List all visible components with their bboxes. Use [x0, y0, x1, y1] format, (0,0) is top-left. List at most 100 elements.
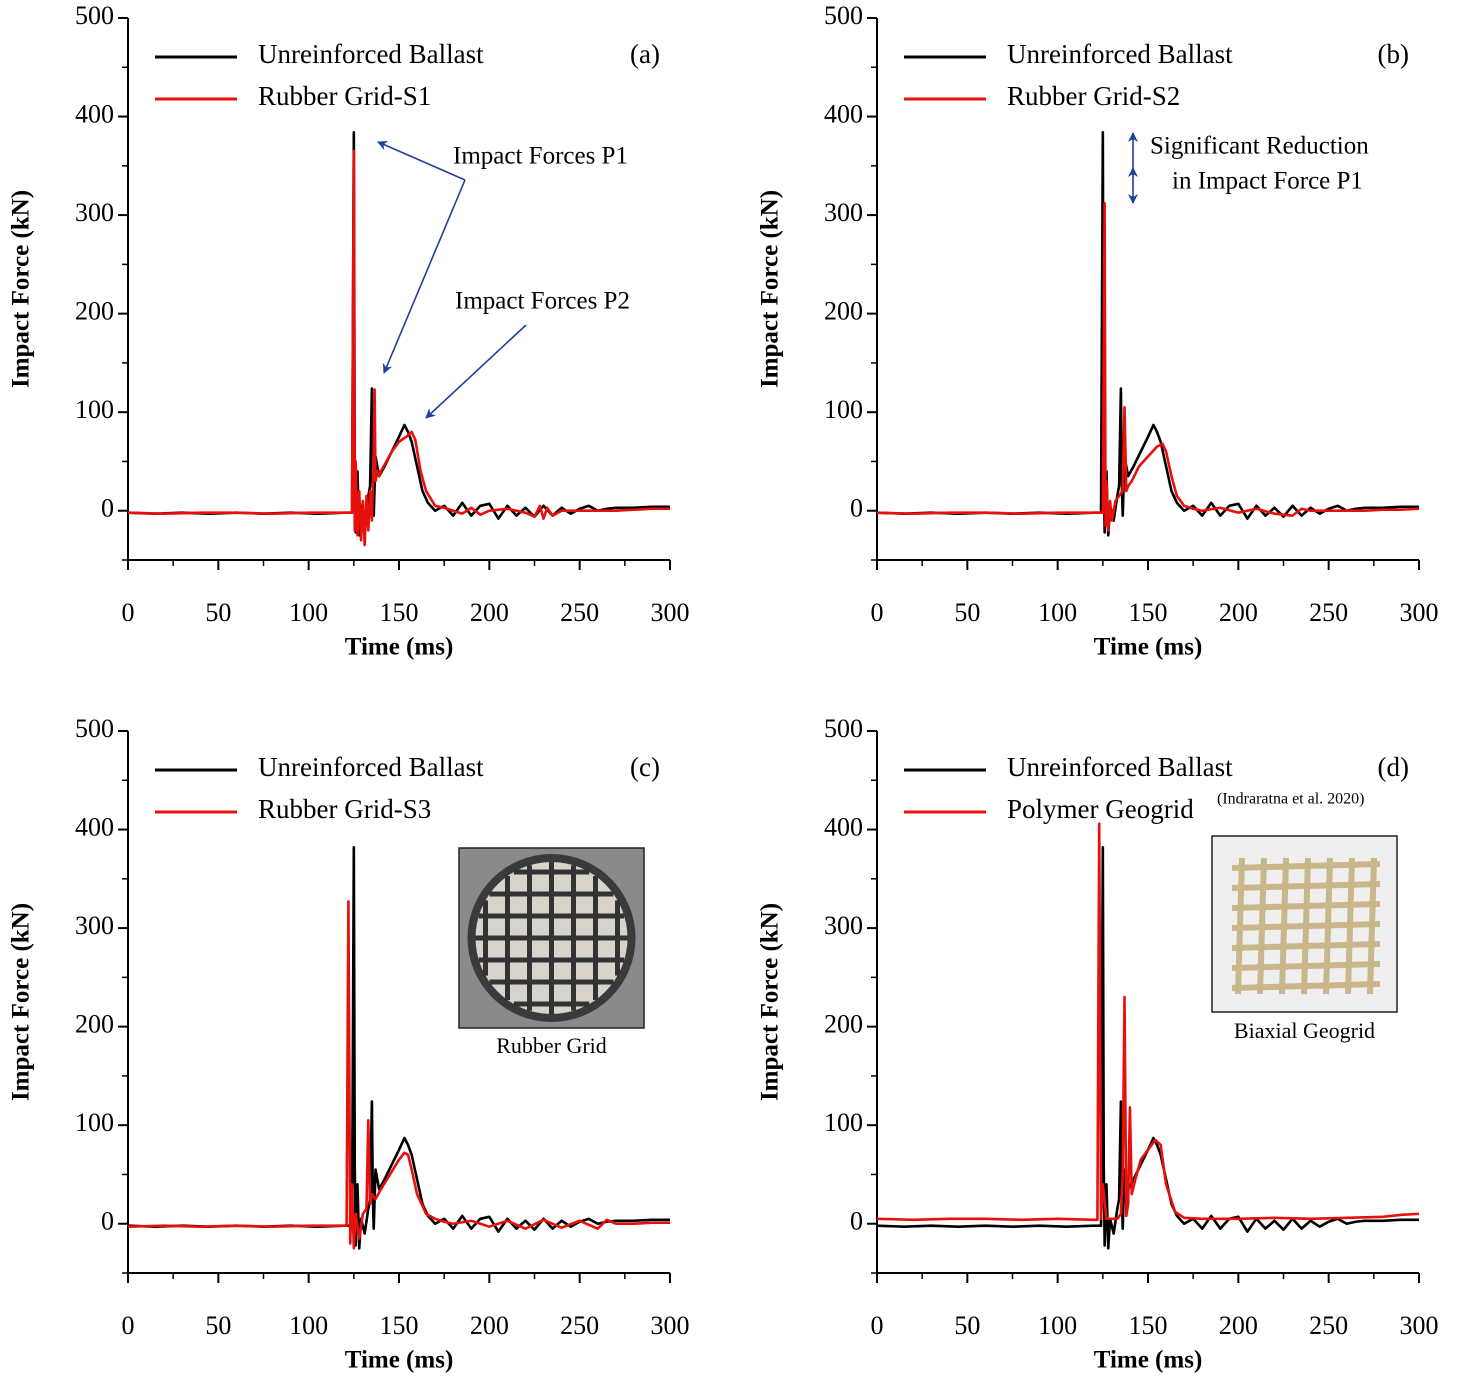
x-tick-label: 100 [289, 598, 328, 627]
y-tick-label: 400 [75, 813, 114, 842]
x-tick-label: 50 [205, 1311, 231, 1340]
y-tick-label: 400 [75, 100, 114, 129]
panel-label: (b) [1378, 39, 1409, 69]
x-tick-label: 150 [380, 598, 419, 627]
y-tick-label: 500 [75, 1, 114, 30]
y-axis-title: Impact Force (kN) [757, 903, 784, 1101]
legend-label: Rubber Grid-S2 [1007, 81, 1180, 111]
x-tick-label: 0 [871, 598, 884, 627]
y-tick-label: 100 [75, 1108, 114, 1137]
panel-label: (c) [630, 752, 660, 782]
panel-label: (d) [1378, 752, 1409, 782]
annotation: in Impact Force P1 [1172, 168, 1363, 195]
x-tick-label: 250 [1309, 598, 1348, 627]
y-tick-label: 500 [824, 1, 863, 30]
inset-rib [1231, 941, 1381, 951]
series-line [876, 201, 1420, 532]
x-tick-label: 200 [470, 598, 509, 627]
x-tick-label: 50 [954, 598, 980, 627]
inset-rib [1367, 857, 1377, 995]
y-tick-label: 400 [824, 100, 863, 129]
inset-rib [1231, 921, 1381, 931]
arrow [377, 141, 466, 181]
panel: 0 100 200 300 400 500 0 50 100 150 200 250 300 Time (… [757, 1, 1439, 661]
inset-rib [1231, 981, 1381, 991]
y-tick-label: 200 [824, 1010, 863, 1039]
x-tick-label: 250 [560, 598, 599, 627]
panel: 0 100 200 300 400 500 0 50 100 150 200 250 300 Time (… [8, 1, 690, 661]
x-tick-label: 300 [651, 598, 690, 627]
legend-label: Rubber Grid-S1 [258, 81, 431, 111]
y-tick-label: 400 [824, 813, 863, 842]
y-tick-label: 200 [75, 297, 114, 326]
series-line [127, 845, 670, 1250]
inset-rib [1231, 961, 1381, 971]
legend-label: Unreinforced Ballast [258, 752, 484, 782]
y-tick-label: 100 [824, 1108, 863, 1137]
series-line [127, 149, 670, 547]
x-tick-label: 100 [289, 1311, 328, 1340]
panel-label: (a) [630, 39, 660, 69]
x-axis-title: Time (ms) [1094, 1347, 1203, 1374]
x-tick-label: 100 [1038, 1311, 1077, 1340]
inset-caption: Biaxial Geogrid [1234, 1018, 1375, 1043]
x-axis-title: Time (ms) [345, 1347, 454, 1374]
x-tick-label: 200 [1219, 1311, 1258, 1340]
x-tick-label: 0 [122, 1311, 135, 1340]
x-tick-label: 300 [1400, 598, 1439, 627]
x-axis-title: Time (ms) [345, 634, 454, 661]
series-line [127, 131, 670, 537]
series-line [876, 822, 1420, 1222]
legend-label: Polymer Geogrid [1007, 794, 1194, 824]
panel: 0 100 200 300 400 500 0 50 100 150 200 250 300 Time (… [8, 714, 690, 1374]
y-tick-label: 300 [824, 198, 863, 227]
x-tick-label: 100 [1038, 598, 1077, 627]
arrow [425, 324, 527, 419]
inset-caption: Rubber Grid [496, 1033, 607, 1058]
inset-rib [1345, 857, 1355, 995]
x-tick-label: 150 [380, 1311, 419, 1340]
x-tick-label: 300 [1400, 1311, 1439, 1340]
legend-label: Unreinforced Ballast [1007, 752, 1233, 782]
x-tick-label: 200 [1219, 598, 1258, 627]
y-tick-label: 100 [824, 395, 863, 424]
y-tick-label: 0 [101, 1207, 114, 1236]
legend-label: Unreinforced Ballast [1007, 39, 1233, 69]
y-tick-label: 500 [824, 714, 863, 743]
panel: 0 100 200 300 400 500 0 50 100 150 200 250 300 Time (… [757, 714, 1439, 1374]
x-tick-label: 0 [122, 598, 135, 627]
y-tick-label: 100 [75, 395, 114, 424]
annotation: Significant Reduction [1150, 133, 1369, 160]
annotation: Impact Forces P2 [455, 288, 630, 315]
y-tick-label: 200 [75, 1010, 114, 1039]
x-tick-label: 300 [651, 1311, 690, 1340]
y-axis-title: Impact Force (kN) [8, 190, 35, 388]
legend-label: Unreinforced Ballast [258, 39, 484, 69]
x-tick-label: 150 [1129, 598, 1168, 627]
x-tick-label: 150 [1129, 1311, 1168, 1340]
y-tick-label: 0 [850, 1207, 863, 1236]
annotation: Impact Forces P1 [453, 143, 628, 170]
x-tick-label: 200 [470, 1311, 509, 1340]
y-tick-label: 300 [75, 911, 114, 940]
x-tick-label: 0 [871, 1311, 884, 1340]
x-tick-label: 250 [560, 1311, 599, 1340]
y-tick-label: 0 [850, 494, 863, 523]
y-axis-title: Impact Force (kN) [757, 190, 784, 388]
x-tick-label: 50 [954, 1311, 980, 1340]
y-tick-label: 300 [75, 198, 114, 227]
series-line [127, 900, 670, 1250]
y-tick-label: 300 [824, 911, 863, 940]
y-tick-label: 200 [824, 297, 863, 326]
inset-rib [1323, 857, 1333, 995]
y-tick-label: 500 [75, 714, 114, 743]
y-axis-title: Impact Force (kN) [8, 903, 35, 1101]
arrow [382, 179, 466, 374]
x-axis-title: Time (ms) [1094, 634, 1203, 661]
x-tick-label: 250 [1309, 1311, 1348, 1340]
y-tick-label: 0 [101, 494, 114, 523]
legend-note: (Indraratna et al. 2020) [1217, 791, 1364, 808]
x-tick-label: 50 [205, 598, 231, 627]
legend-label: Rubber Grid-S3 [258, 794, 431, 824]
